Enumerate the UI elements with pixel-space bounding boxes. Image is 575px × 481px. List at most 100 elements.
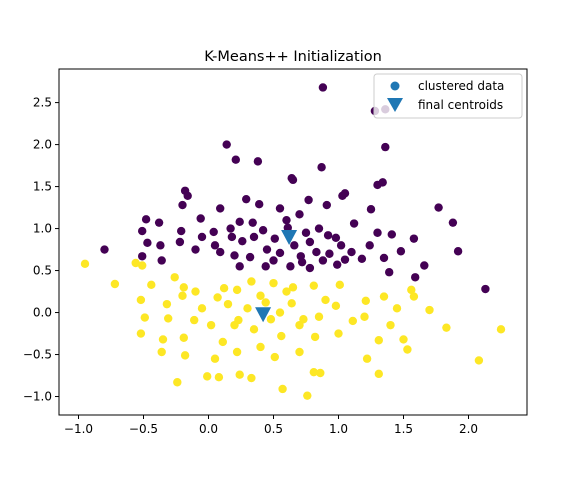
data-point (411, 273, 420, 282)
y-axis: −1.0 −0.5 0.0 0.5 1.0 1.5 2.0 2.5 (23, 96, 59, 404)
x-tick-label: 1.5 (394, 422, 413, 436)
data-point (138, 226, 147, 236)
data-point (266, 315, 276, 324)
data-point (309, 281, 318, 290)
data-point (409, 292, 419, 301)
data-point (253, 157, 263, 166)
legend-marker-clustered-data (390, 81, 400, 91)
data-point (278, 384, 287, 394)
data-point (232, 285, 242, 295)
data-point (218, 337, 227, 347)
data-point (316, 368, 325, 378)
data-point (453, 247, 463, 256)
legend-label-final-centroids: final centroids (418, 98, 503, 112)
data-point (396, 247, 406, 256)
data-point (179, 283, 188, 292)
data-point (177, 226, 186, 236)
data-point (385, 268, 394, 277)
data-point (283, 223, 292, 232)
data-point (336, 241, 346, 250)
data-point (282, 287, 291, 296)
data-point (175, 237, 185, 247)
data-point (157, 256, 166, 265)
data-point (312, 247, 321, 257)
data-point (448, 218, 458, 227)
data-point (147, 280, 156, 290)
data-point (425, 305, 434, 315)
data-point (349, 219, 359, 228)
data-point (331, 233, 341, 242)
data-points-layer (80, 83, 506, 400)
data-point (178, 291, 187, 300)
data-point (245, 252, 255, 262)
data-point (231, 155, 240, 164)
data-point (373, 228, 382, 237)
data-point (156, 241, 165, 250)
data-point (331, 301, 341, 311)
data-point (262, 245, 272, 254)
x-tick-label: 0.0 (199, 422, 218, 436)
data-point (275, 248, 285, 258)
data-point (334, 329, 343, 338)
data-point (318, 83, 328, 92)
data-point (235, 370, 244, 379)
centroid-marker (255, 307, 272, 323)
data-point (196, 214, 205, 223)
data-point (321, 295, 330, 305)
data-point (269, 278, 278, 288)
data-point (256, 291, 265, 300)
data-point (310, 332, 320, 342)
data-point (136, 329, 146, 338)
data-point (256, 342, 265, 352)
x-tick-label: 1.0 (329, 422, 348, 436)
data-point (305, 263, 315, 273)
data-point (275, 308, 285, 317)
legend-marker-final-centroids (387, 98, 403, 112)
y-tick-label: −0.5 (23, 348, 52, 362)
data-point (191, 287, 200, 296)
data-point (317, 163, 326, 172)
data-point (179, 333, 188, 342)
plot-frame (58, 68, 528, 416)
data-point (197, 304, 207, 313)
data-point (210, 241, 220, 250)
data-point (157, 347, 166, 357)
data-point (247, 277, 256, 286)
legend-label-clustered-data: clustered data (418, 79, 504, 93)
data-point (318, 256, 328, 265)
data-point (143, 238, 152, 248)
centroid-marker (281, 229, 298, 245)
y-tick-label: 2.5 (33, 96, 52, 110)
y-tick-label: 1.5 (33, 180, 52, 194)
data-point (361, 296, 370, 305)
data-point (219, 283, 229, 293)
data-point (275, 204, 285, 213)
data-point (295, 320, 304, 330)
data-point (496, 325, 506, 334)
data-point (381, 142, 390, 152)
data-point (206, 320, 216, 330)
x-tick-label: −1.0 (64, 422, 93, 436)
data-point (357, 254, 367, 263)
data-point (287, 299, 296, 308)
data-point (366, 205, 376, 214)
data-point (230, 251, 239, 260)
data-point (277, 331, 286, 341)
y-tick-label: 1.0 (33, 222, 52, 236)
data-point (227, 232, 237, 242)
y-tick-label: 0.0 (33, 306, 52, 320)
x-tick-label: −0.5 (129, 422, 158, 436)
data-point (399, 335, 408, 344)
data-point (403, 345, 412, 354)
data-point (333, 260, 342, 269)
data-point (474, 356, 484, 365)
data-point (216, 204, 225, 213)
data-point (258, 226, 268, 235)
data-point (304, 195, 313, 205)
data-point (442, 323, 451, 332)
data-point (301, 228, 311, 237)
data-point (314, 312, 324, 321)
data-point (141, 215, 151, 224)
data-point (270, 234, 279, 243)
